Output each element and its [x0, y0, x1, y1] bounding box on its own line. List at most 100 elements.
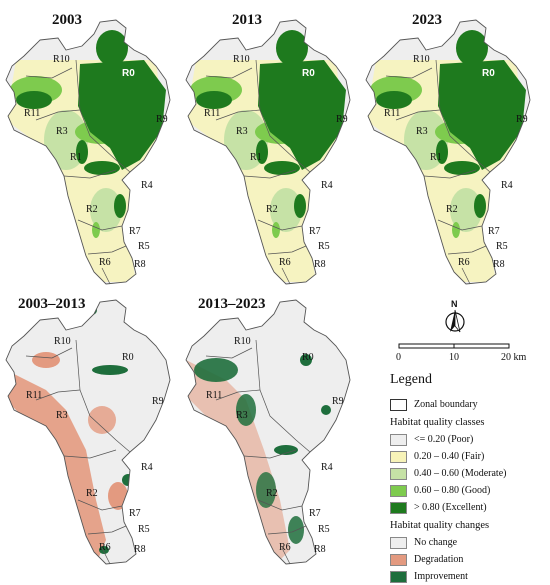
- zone-labels-2013: R0 R1 R2 R3 R4 R5 R6 R7 R8 R9 R10 R11: [204, 54, 348, 270]
- label-r6: R6: [99, 257, 111, 268]
- change-row: Degradation: [390, 551, 545, 568]
- label-r4: R4: [141, 462, 153, 473]
- north-arrow: N: [440, 298, 470, 343]
- change-swatch: [390, 536, 407, 549]
- label-r7: R7: [129, 226, 141, 237]
- label-r7: R7: [129, 508, 141, 519]
- label-r7: R7: [488, 226, 500, 237]
- label-r0: R0: [482, 68, 495, 79]
- label-r10: R10: [413, 54, 430, 65]
- quality-label: 0.40 – 0.60 (Moderate): [414, 468, 507, 479]
- label-r5: R5: [318, 241, 330, 252]
- label-r4: R4: [321, 462, 333, 473]
- quality-swatch: [390, 467, 407, 480]
- quality-row: > 0.80 (Excellent): [390, 499, 545, 516]
- label-r7: R7: [309, 508, 321, 519]
- label-r10: R10: [234, 336, 251, 347]
- map-title-2013: 2013: [232, 12, 262, 28]
- map-title-2023: 2023: [412, 12, 442, 28]
- label-r2: R2: [266, 204, 278, 215]
- label-r5: R5: [318, 524, 330, 535]
- label-r1: R1: [430, 152, 442, 163]
- change-label: No change: [414, 537, 458, 548]
- label-r3: R3: [236, 126, 248, 137]
- label-r8: R8: [134, 259, 146, 270]
- label-r3: R3: [236, 410, 248, 421]
- label-r3: R3: [56, 126, 68, 137]
- label-r8: R8: [314, 259, 326, 270]
- zonal-boundary-swatch: [390, 398, 407, 411]
- label-r10: R10: [233, 54, 250, 65]
- zone-labels-2003-2013: R0 R9 R10 R11 R3 R4 R2 R7 R5 R6 R8: [26, 336, 164, 555]
- legend: Legend Zonal boundary Habitat quality cl…: [390, 372, 545, 585]
- label-r5: R5: [138, 524, 150, 535]
- label-r0: R0: [122, 68, 135, 79]
- zone-labels-2013-2023: R0 R9 R10 R11 R3 R4 R2 R7 R5 R6 R8: [206, 336, 344, 555]
- north-arrow-icon: N: [445, 299, 465, 333]
- quality-row: 0.40 – 0.60 (Moderate): [390, 465, 545, 482]
- map-change-2013-2023: [186, 300, 350, 564]
- label-r9: R9: [332, 396, 344, 407]
- change-row: Improvement: [390, 568, 545, 585]
- quality-row: 0.60 – 0.80 (Good): [390, 482, 545, 499]
- scale-tick-10: 10: [449, 352, 459, 363]
- quality-row: <= 0.20 (Poor): [390, 431, 545, 448]
- label-r0: R0: [122, 352, 134, 363]
- label-r2: R2: [446, 204, 458, 215]
- scale-tick-0: 0: [396, 352, 401, 363]
- zone-labels-2023: R0 R1 R2 R3 R4 R5 R6 R7 R8 R9 R10 R11: [384, 54, 528, 270]
- label-r8: R8: [314, 544, 326, 555]
- quality-swatch: [390, 450, 407, 463]
- label-r10: R10: [54, 336, 71, 347]
- label-r4: R4: [321, 180, 333, 191]
- map-title-2013-2023: 2013–2023: [198, 296, 266, 312]
- label-r6: R6: [279, 542, 291, 553]
- label-r6: R6: [99, 542, 111, 553]
- label-r6: R6: [458, 257, 470, 268]
- label-r3: R3: [56, 410, 68, 421]
- label-r5: R5: [496, 241, 508, 252]
- label-r11: R11: [206, 390, 222, 401]
- legend-zonal-boundary: Zonal boundary: [390, 396, 545, 413]
- label-r4: R4: [141, 180, 153, 191]
- label-r6: R6: [279, 257, 291, 268]
- label-r11: R11: [26, 390, 42, 401]
- legend-label: Zonal boundary: [414, 399, 478, 410]
- svg-text:N: N: [451, 299, 458, 309]
- change-swatch: [390, 570, 407, 583]
- quality-swatch: [390, 484, 407, 497]
- quality-row: 0.20 – 0.40 (Fair): [390, 448, 545, 465]
- change-row: No change: [390, 534, 545, 551]
- scale-tick-20: 20 km: [501, 352, 527, 363]
- label-r9: R9: [516, 114, 528, 125]
- label-r3: R3: [416, 126, 428, 137]
- label-r10: R10: [53, 54, 70, 65]
- label-r11: R11: [384, 108, 400, 119]
- legend-title: Legend: [390, 372, 432, 387]
- label-r0: R0: [302, 68, 315, 79]
- quality-label: > 0.80 (Excellent): [414, 502, 487, 513]
- legend-quality-header: Habitat quality classes: [390, 416, 485, 428]
- label-r11: R11: [24, 108, 40, 119]
- quality-label: <= 0.20 (Poor): [414, 434, 474, 445]
- label-r5: R5: [138, 241, 150, 252]
- scale-bar-graphic: 0 10 20 km: [396, 343, 527, 363]
- zone-labels-2003: R0 R1 R2 R3 R4 R5 R6 R7 R8 R9 R10 R11: [24, 54, 168, 270]
- quality-label: 0.60 – 0.80 (Good): [414, 485, 491, 496]
- label-r9: R9: [336, 114, 348, 125]
- change-label: Degradation: [414, 554, 464, 565]
- label-r9: R9: [152, 396, 164, 407]
- label-r2: R2: [86, 488, 98, 499]
- label-r2: R2: [266, 488, 278, 499]
- quality-swatch: [390, 501, 407, 514]
- scale-bar: 0 10 20 km: [395, 340, 545, 369]
- quality-swatch: [390, 433, 407, 446]
- change-label: Improvement: [414, 571, 468, 582]
- label-r4: R4: [501, 180, 513, 191]
- label-r0: R0: [302, 352, 314, 363]
- map-title-2003-2013: 2003–2013: [18, 296, 86, 312]
- label-r1: R1: [70, 152, 82, 163]
- label-r8: R8: [134, 544, 146, 555]
- label-r8: R8: [493, 259, 505, 270]
- label-r1: R1: [250, 152, 262, 163]
